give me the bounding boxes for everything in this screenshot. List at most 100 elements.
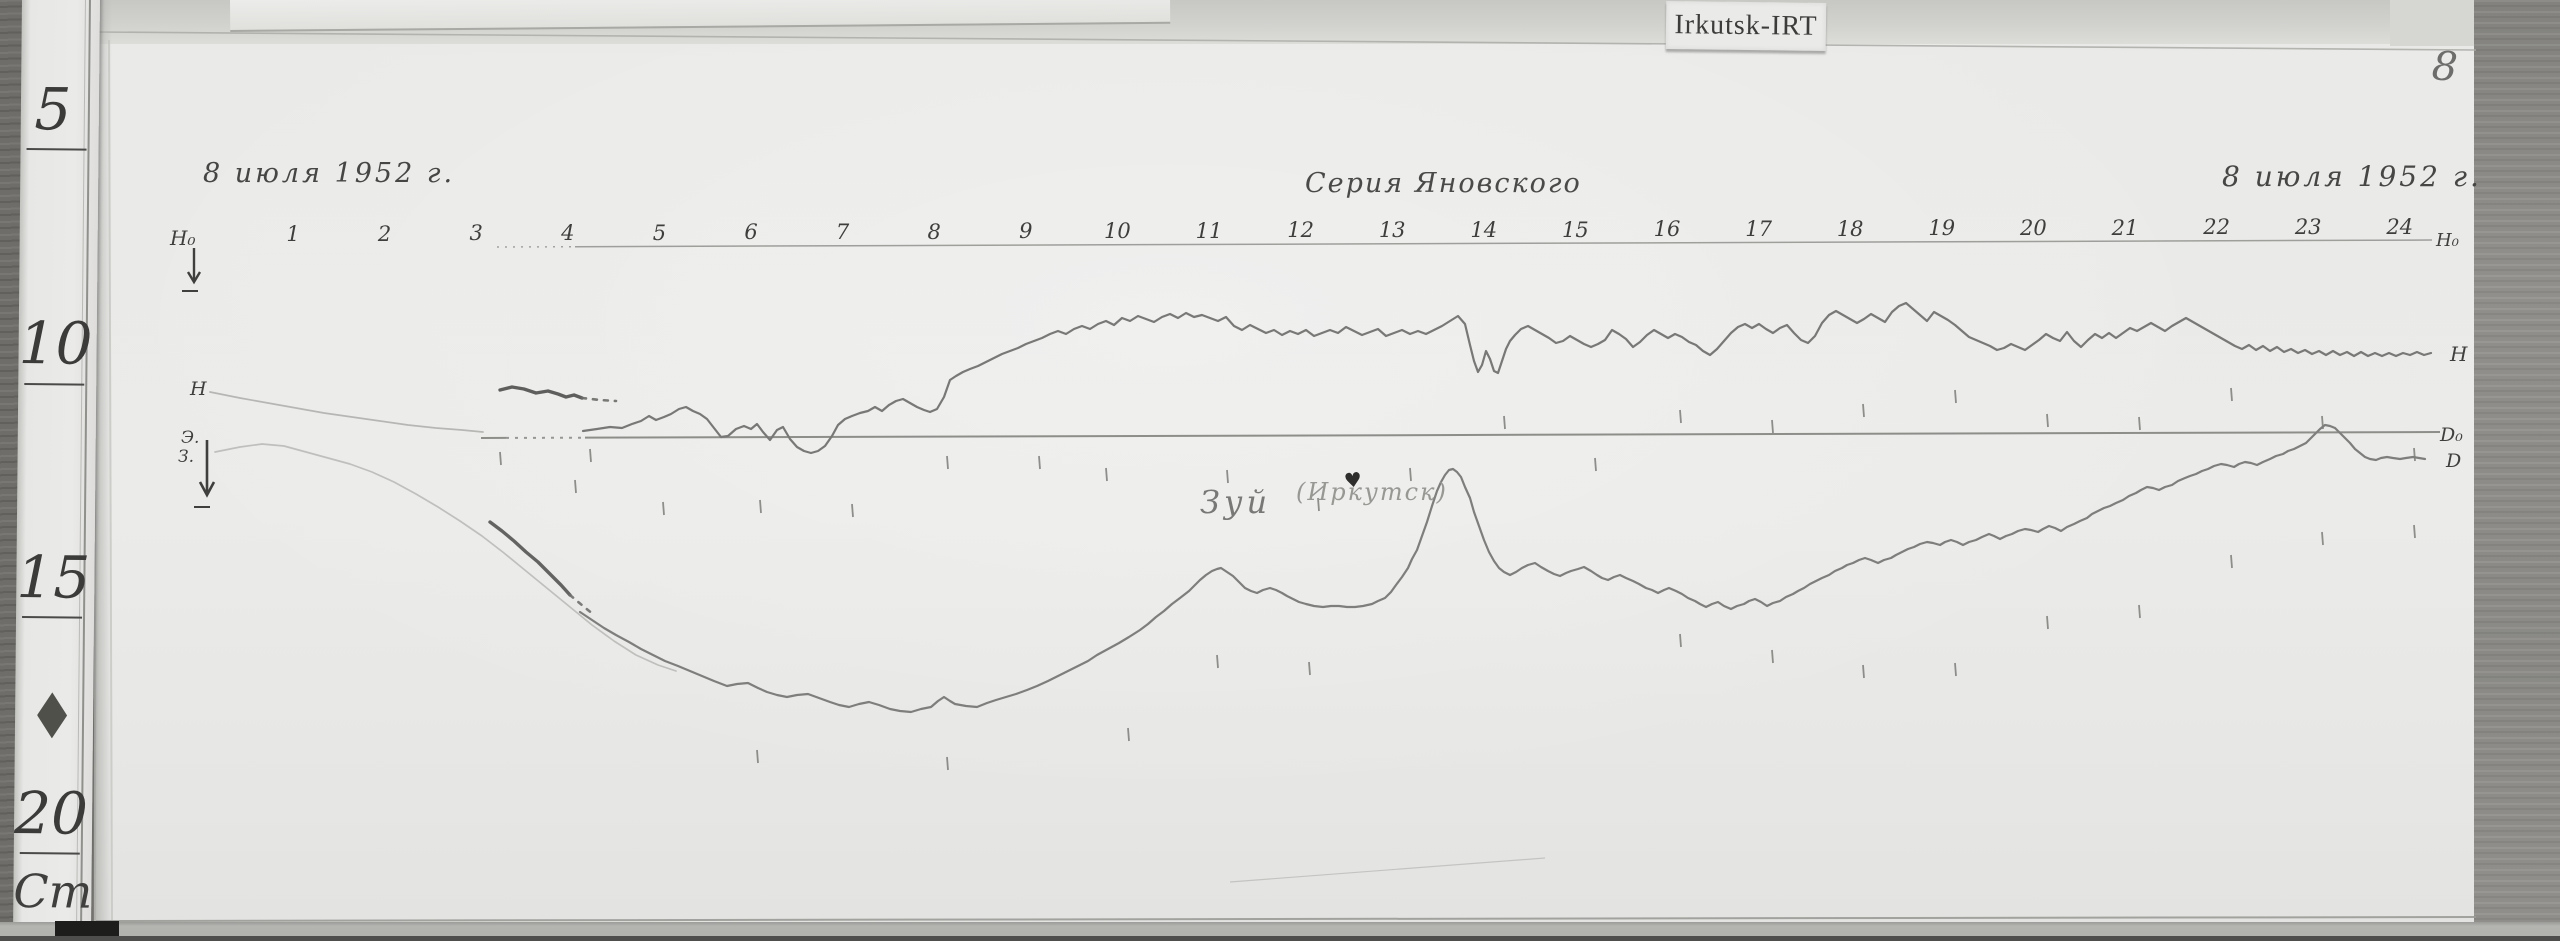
station-name-parenthetical: (Иркутск): [1296, 478, 1448, 506]
hour-label-15: 15: [1562, 217, 1589, 242]
hour-label-9: 9: [1019, 219, 1033, 244]
down-arrow-icon: [186, 248, 202, 285]
hour-label-4: 4: [561, 221, 575, 246]
minute-tick: [2046, 615, 2049, 630]
ruler-number-10: 10: [18, 308, 93, 378]
hour-label-17: 17: [1745, 216, 1772, 241]
minute-tick: [2321, 531, 2324, 546]
minute-tick: [1771, 419, 1774, 434]
hour-label-24: 24: [2386, 214, 2414, 239]
ruler-line: [22, 616, 83, 619]
paper-edge-line: [108, 39, 113, 921]
minute-tick: [1594, 457, 1597, 472]
hour-label-2: 2: [377, 221, 392, 246]
hour-scale-line: [574, 239, 2433, 248]
h-trace-label-left: H: [190, 378, 207, 400]
minute-tick: [2138, 416, 2141, 431]
ruler-line: [19, 852, 80, 855]
date-left: 8 июля 1952 г.: [203, 158, 456, 189]
h-trace-label-right: H: [2450, 342, 2468, 366]
minute-tick: [1127, 727, 1130, 742]
scale-end-label-right: H₀: [2436, 230, 2459, 251]
ruler-number-20: 20: [13, 778, 89, 848]
date-right: 8 июля 1952 г.: [2222, 160, 2482, 193]
minute-tick: [499, 451, 502, 466]
trace-D-faint-ghost: [214, 443, 677, 672]
minute-tick: [2046, 413, 2049, 428]
minute-tick: [946, 455, 949, 470]
minute-tick: [1679, 633, 1682, 648]
ruler-paper-gap-shadow: [94, 0, 112, 930]
minute-tick: [1862, 664, 1865, 679]
hour-label-21: 21: [2111, 215, 2139, 240]
hour-label-7: 7: [835, 220, 850, 245]
minute-tick: [662, 501, 665, 516]
hour-label-13: 13: [1378, 218, 1406, 243]
ruler-unit-label: Cm: [13, 863, 93, 919]
hour-label-12: 12: [1287, 218, 1314, 243]
ruler-number-15: 15: [16, 542, 91, 612]
hour-label-19: 19: [1928, 216, 1956, 241]
ruler-diamond-marker: [37, 692, 67, 738]
minute-tick: [1679, 409, 1682, 424]
minute-tick: [2413, 447, 2416, 462]
chart-paper: [96, 0, 2478, 941]
minute-tick: [1226, 469, 1229, 484]
minute-tick: [1317, 497, 1320, 512]
hour-label-3: 3: [469, 221, 483, 246]
d-baseline-label-right: D₀: [2440, 424, 2463, 446]
minute-tick: [1409, 467, 1412, 482]
minute-tick: [1954, 389, 1957, 404]
d-trace-label-right: D: [2446, 450, 2462, 472]
minute-tick: [2321, 415, 2324, 430]
d-marker-bottom: З.: [178, 447, 194, 467]
ruler-line: [26, 148, 87, 151]
paper-edge-line: [95, 31, 2477, 51]
station-sticker: Irkutsk-IRT: [1665, 1, 1827, 51]
minute-tick: [2230, 387, 2233, 402]
ink-blot: ♥: [1342, 467, 1364, 493]
hour-label-1: 1: [286, 222, 300, 246]
paper-edge-line: [95, 916, 2477, 922]
trace-D-heavy-morning-dashes: [568, 593, 596, 617]
h-baseline-label-left: H₀: [170, 226, 196, 250]
minute-tick: [2413, 524, 2416, 539]
d-baseline-underscore: [194, 506, 210, 508]
down-arrow-icon: [198, 440, 216, 498]
trace-H-faint-start: [209, 391, 484, 433]
hour-label-20: 20: [2020, 215, 2047, 240]
minute-tick: [574, 479, 577, 494]
D0-baseline: [584, 431, 2441, 439]
minute-tick: [2138, 604, 2141, 619]
minute-tick: [2230, 554, 2233, 569]
minute-tick: [1862, 403, 1865, 418]
series-title: Серия Яновского: [1305, 168, 1582, 199]
h-baseline-underscore: [182, 290, 198, 292]
d-marker-top: Э.: [181, 428, 200, 448]
minute-tick: [756, 749, 759, 764]
hour-label-18: 18: [1836, 216, 1864, 241]
board-top-right-patch: [2390, 0, 2478, 46]
trace-D-heavy-morning: [488, 520, 572, 597]
station-name: Зуй: [1200, 483, 1272, 521]
trace-D-main: [578, 423, 2427, 714]
hour-label-11: 11: [1195, 218, 1223, 243]
hour-label-10: 10: [1104, 219, 1131, 244]
hour-label-23: 23: [2294, 214, 2322, 239]
minute-tick: [589, 448, 592, 463]
minute-tick: [1038, 455, 1041, 470]
ruler-line: [24, 383, 85, 386]
hour-label-8: 8: [927, 219, 941, 244]
minute-tick: [946, 756, 949, 771]
hour-label-6: 6: [744, 220, 758, 245]
photo-scale-ruler: 5 10 15 20 Cm: [12, 0, 100, 935]
minute-tick: [851, 503, 854, 518]
page-number: 8: [2430, 43, 2460, 91]
hour-label-5: 5: [652, 220, 667, 245]
bottom-edge-line: [0, 936, 2560, 941]
sticker-label: Irkutsk-IRT: [1674, 9, 1818, 42]
hour-label-14: 14: [1470, 217, 1498, 242]
hour-label-22: 22: [2203, 215, 2230, 240]
